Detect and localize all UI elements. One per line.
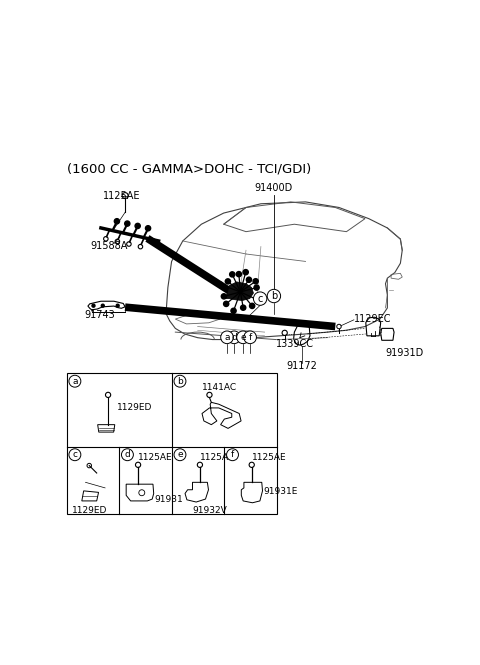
Text: b: b	[271, 291, 277, 301]
Circle shape	[121, 449, 133, 461]
Circle shape	[236, 271, 241, 277]
Text: c: c	[72, 450, 77, 460]
Circle shape	[253, 292, 267, 305]
Text: 1339CC: 1339CC	[276, 339, 314, 349]
Polygon shape	[226, 282, 253, 301]
Circle shape	[253, 279, 258, 284]
Text: 91588A: 91588A	[91, 241, 128, 251]
Text: 91743: 91743	[84, 310, 115, 320]
Bar	[67, 373, 277, 515]
Text: 1129ED: 1129ED	[72, 506, 107, 515]
Text: 91931D: 91931D	[385, 348, 424, 358]
Text: 91932V: 91932V	[192, 507, 227, 515]
Text: c: c	[257, 294, 263, 304]
Text: 91400D: 91400D	[255, 184, 293, 194]
Circle shape	[229, 272, 235, 277]
Text: a: a	[72, 376, 78, 386]
Text: e: e	[177, 450, 183, 460]
Circle shape	[225, 279, 230, 284]
Circle shape	[243, 269, 248, 275]
Circle shape	[135, 223, 140, 229]
Text: d: d	[231, 332, 237, 342]
Text: f: f	[249, 332, 252, 342]
Text: 1125AE: 1125AE	[103, 191, 140, 201]
Circle shape	[174, 375, 186, 387]
Circle shape	[254, 285, 259, 290]
Circle shape	[228, 331, 240, 344]
Circle shape	[227, 449, 239, 461]
Circle shape	[237, 331, 249, 344]
Circle shape	[101, 304, 104, 307]
Text: 91172: 91172	[287, 361, 317, 371]
Text: 91931E: 91931E	[263, 487, 297, 496]
Circle shape	[125, 221, 130, 226]
Circle shape	[69, 449, 81, 461]
Circle shape	[92, 304, 95, 307]
Circle shape	[114, 219, 120, 224]
Text: e: e	[240, 332, 246, 342]
Text: 1141AC: 1141AC	[202, 383, 237, 392]
Circle shape	[244, 331, 256, 344]
Circle shape	[267, 289, 281, 303]
Text: 1125AE: 1125AE	[252, 452, 287, 462]
Circle shape	[224, 301, 229, 307]
Circle shape	[231, 308, 236, 313]
Circle shape	[217, 282, 223, 287]
Circle shape	[69, 375, 81, 387]
Circle shape	[145, 225, 151, 231]
Circle shape	[221, 294, 227, 299]
Circle shape	[256, 298, 261, 303]
Circle shape	[250, 303, 255, 309]
Text: b: b	[177, 376, 183, 386]
Text: f: f	[231, 450, 234, 460]
Circle shape	[116, 304, 119, 307]
Text: 1129EC: 1129EC	[354, 314, 391, 324]
Text: (1600 CC - GAMMA>DOHC - TCI/GDI): (1600 CC - GAMMA>DOHC - TCI/GDI)	[67, 162, 311, 175]
Circle shape	[221, 331, 233, 344]
Text: 1125AE: 1125AE	[200, 452, 235, 462]
Text: 91931: 91931	[155, 495, 183, 503]
Text: 1125AE: 1125AE	[138, 452, 173, 462]
Text: d: d	[124, 450, 130, 460]
Circle shape	[174, 449, 186, 461]
Text: 1129ED: 1129ED	[118, 404, 153, 412]
Circle shape	[246, 277, 252, 283]
Circle shape	[240, 305, 246, 311]
Text: a: a	[224, 332, 230, 342]
